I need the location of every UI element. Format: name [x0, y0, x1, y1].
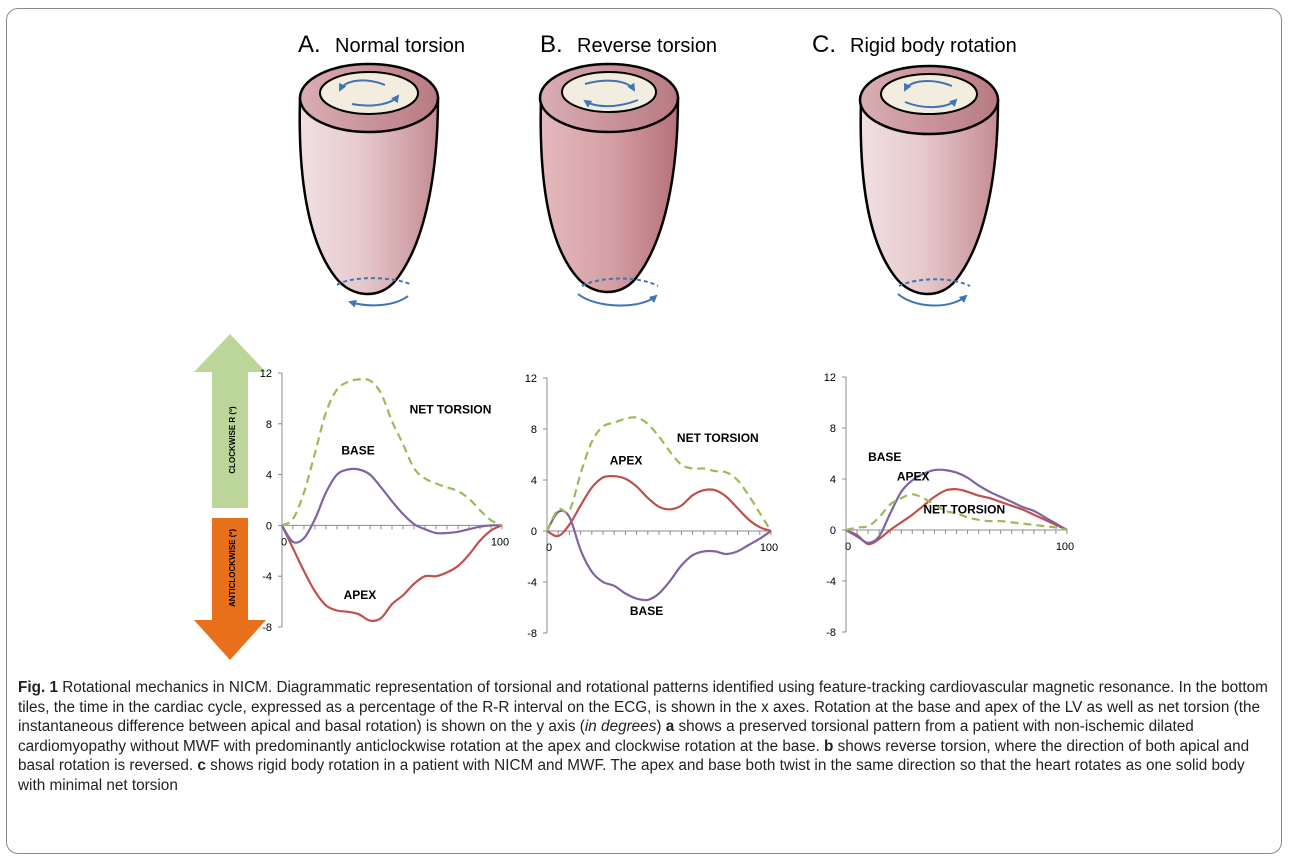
- rotation-arrow-icon: [584, 79, 636, 92]
- caption-fig-label: Fig. 1: [18, 679, 58, 696]
- rotation-arrow-icon: [577, 293, 658, 307]
- svg-text:Normal torsion: Normal torsion: [335, 35, 465, 57]
- series-line-net-torsion: [281, 377, 503, 527]
- series-label: NET TORSION: [923, 502, 1005, 516]
- y-tick-label: -8: [826, 627, 836, 639]
- y-tick-label: -4: [826, 576, 836, 588]
- chart-c: 12 8 4 0 -4 -8 0 100 BASE APEX NET TORSION: [824, 372, 1074, 639]
- caption-text: shows reverse torsion, where the directi…: [18, 737, 1250, 775]
- y-tick-label: 0: [531, 526, 537, 538]
- y-tick-label: 4: [830, 474, 836, 486]
- svg-text:A.: A.: [298, 31, 321, 58]
- figure-frame: [6, 8, 1282, 854]
- heart-a-illustration: [298, 62, 440, 308]
- svg-text:C.: C.: [812, 31, 836, 58]
- series-line-base: [281, 467, 503, 544]
- panel-title-c: C. Rigid body rotation: [812, 31, 1017, 58]
- y-tick-label: 12: [824, 372, 836, 384]
- series-label: BASE: [630, 604, 663, 618]
- x-tick-label: 100: [1056, 541, 1074, 553]
- y-tick-label: 8: [266, 419, 272, 431]
- series-line-net-torsion: [845, 493, 1068, 532]
- y-tick-label: 4: [531, 475, 537, 487]
- series-line-base: [845, 468, 1068, 544]
- rotation-arrow-icon: [904, 98, 958, 108]
- clockwise-label: CLOCKWISE R (º): [228, 406, 237, 474]
- caption-text: shows rigid body rotation in a patient w…: [18, 757, 1245, 794]
- heart-b-illustration: [538, 62, 680, 307]
- x-tick-label: 0: [281, 536, 287, 548]
- series-label: NET TORSION: [677, 431, 759, 445]
- series-label: APEX: [897, 469, 930, 483]
- rotation-arrow-icon: [897, 293, 968, 307]
- series-label: BASE: [868, 450, 901, 464]
- series-label: APEX: [344, 588, 377, 602]
- y-tick-label: 12: [260, 368, 272, 380]
- y-tick-label: 8: [830, 423, 836, 435]
- y-tick-label: 4: [266, 470, 272, 482]
- rotation-arrow-icon: [339, 79, 386, 92]
- y-tick-label: 12: [525, 373, 537, 385]
- caption-text: ): [656, 718, 666, 736]
- svg-text:B.: B.: [540, 31, 563, 58]
- rotation-arrow-icon: [351, 94, 400, 107]
- panel-title-a: A. Normal torsion: [298, 31, 465, 58]
- caption-letter-c: c: [197, 757, 206, 775]
- series-label: NET TORSION: [410, 403, 492, 417]
- series-line-base: [546, 509, 772, 602]
- anticlockwise-arrow: ANTICLOCKWISE (º): [194, 518, 266, 660]
- series-line-apex: [281, 524, 503, 622]
- chart-b: 12 8 4 0 -4 -8 0 100 NET TORSION APEX BASE: [525, 373, 778, 640]
- series-label: APEX: [610, 454, 643, 468]
- caption-text: shows a preserved torsional pattern from…: [18, 718, 1194, 755]
- x-tick-label: 0: [546, 542, 552, 554]
- x-tick-label: 0: [845, 541, 851, 553]
- rotation-arrow-icon: [583, 99, 639, 108]
- y-tick-label: 0: [266, 520, 272, 532]
- rotation-arrow-icon: [904, 80, 953, 92]
- y-tick-label: -8: [262, 622, 272, 634]
- series-line-apex: [546, 474, 772, 538]
- y-tick-label: -4: [262, 571, 272, 583]
- series-label: BASE: [341, 443, 374, 457]
- clockwise-arrow: CLOCKWISE R (º): [194, 334, 266, 508]
- x-tick-label: 100: [760, 542, 778, 554]
- x-tick-label: 100: [491, 536, 509, 548]
- caption-italic: in degrees: [584, 718, 657, 736]
- heart-c-illustration: [858, 64, 1000, 307]
- anticlockwise-label: ANTICLOCKWISE (º): [228, 529, 237, 607]
- rotation-arrow-icon: [348, 295, 409, 308]
- y-tick-label: 8: [531, 424, 537, 436]
- caption-letter-b: b: [824, 737, 834, 755]
- svg-text:Reverse torsion: Reverse torsion: [577, 35, 717, 57]
- panel-title-b: B. Reverse torsion: [540, 31, 717, 58]
- chart-a: 12 8 4 0 -4 -8 0 100 NET TORSION BASE APEX: [260, 368, 509, 634]
- svg-text:Rigid body rotation: Rigid body rotation: [850, 35, 1017, 57]
- figure-caption: Fig. 1 Rotational mechanics in NICM. Dia…: [18, 678, 1270, 796]
- y-tick-label: 0: [830, 525, 836, 537]
- y-tick-label: -4: [527, 577, 537, 589]
- caption-letter-a: a: [665, 718, 675, 736]
- figure-canvas: A. Normal torsion B. Reverse torsion C. …: [194, 31, 1074, 660]
- y-tick-label: -8: [527, 628, 537, 640]
- caption-text: Rotational mechanics in NICM. Diagrammat…: [18, 679, 1268, 736]
- series-line-apex: [845, 488, 1068, 546]
